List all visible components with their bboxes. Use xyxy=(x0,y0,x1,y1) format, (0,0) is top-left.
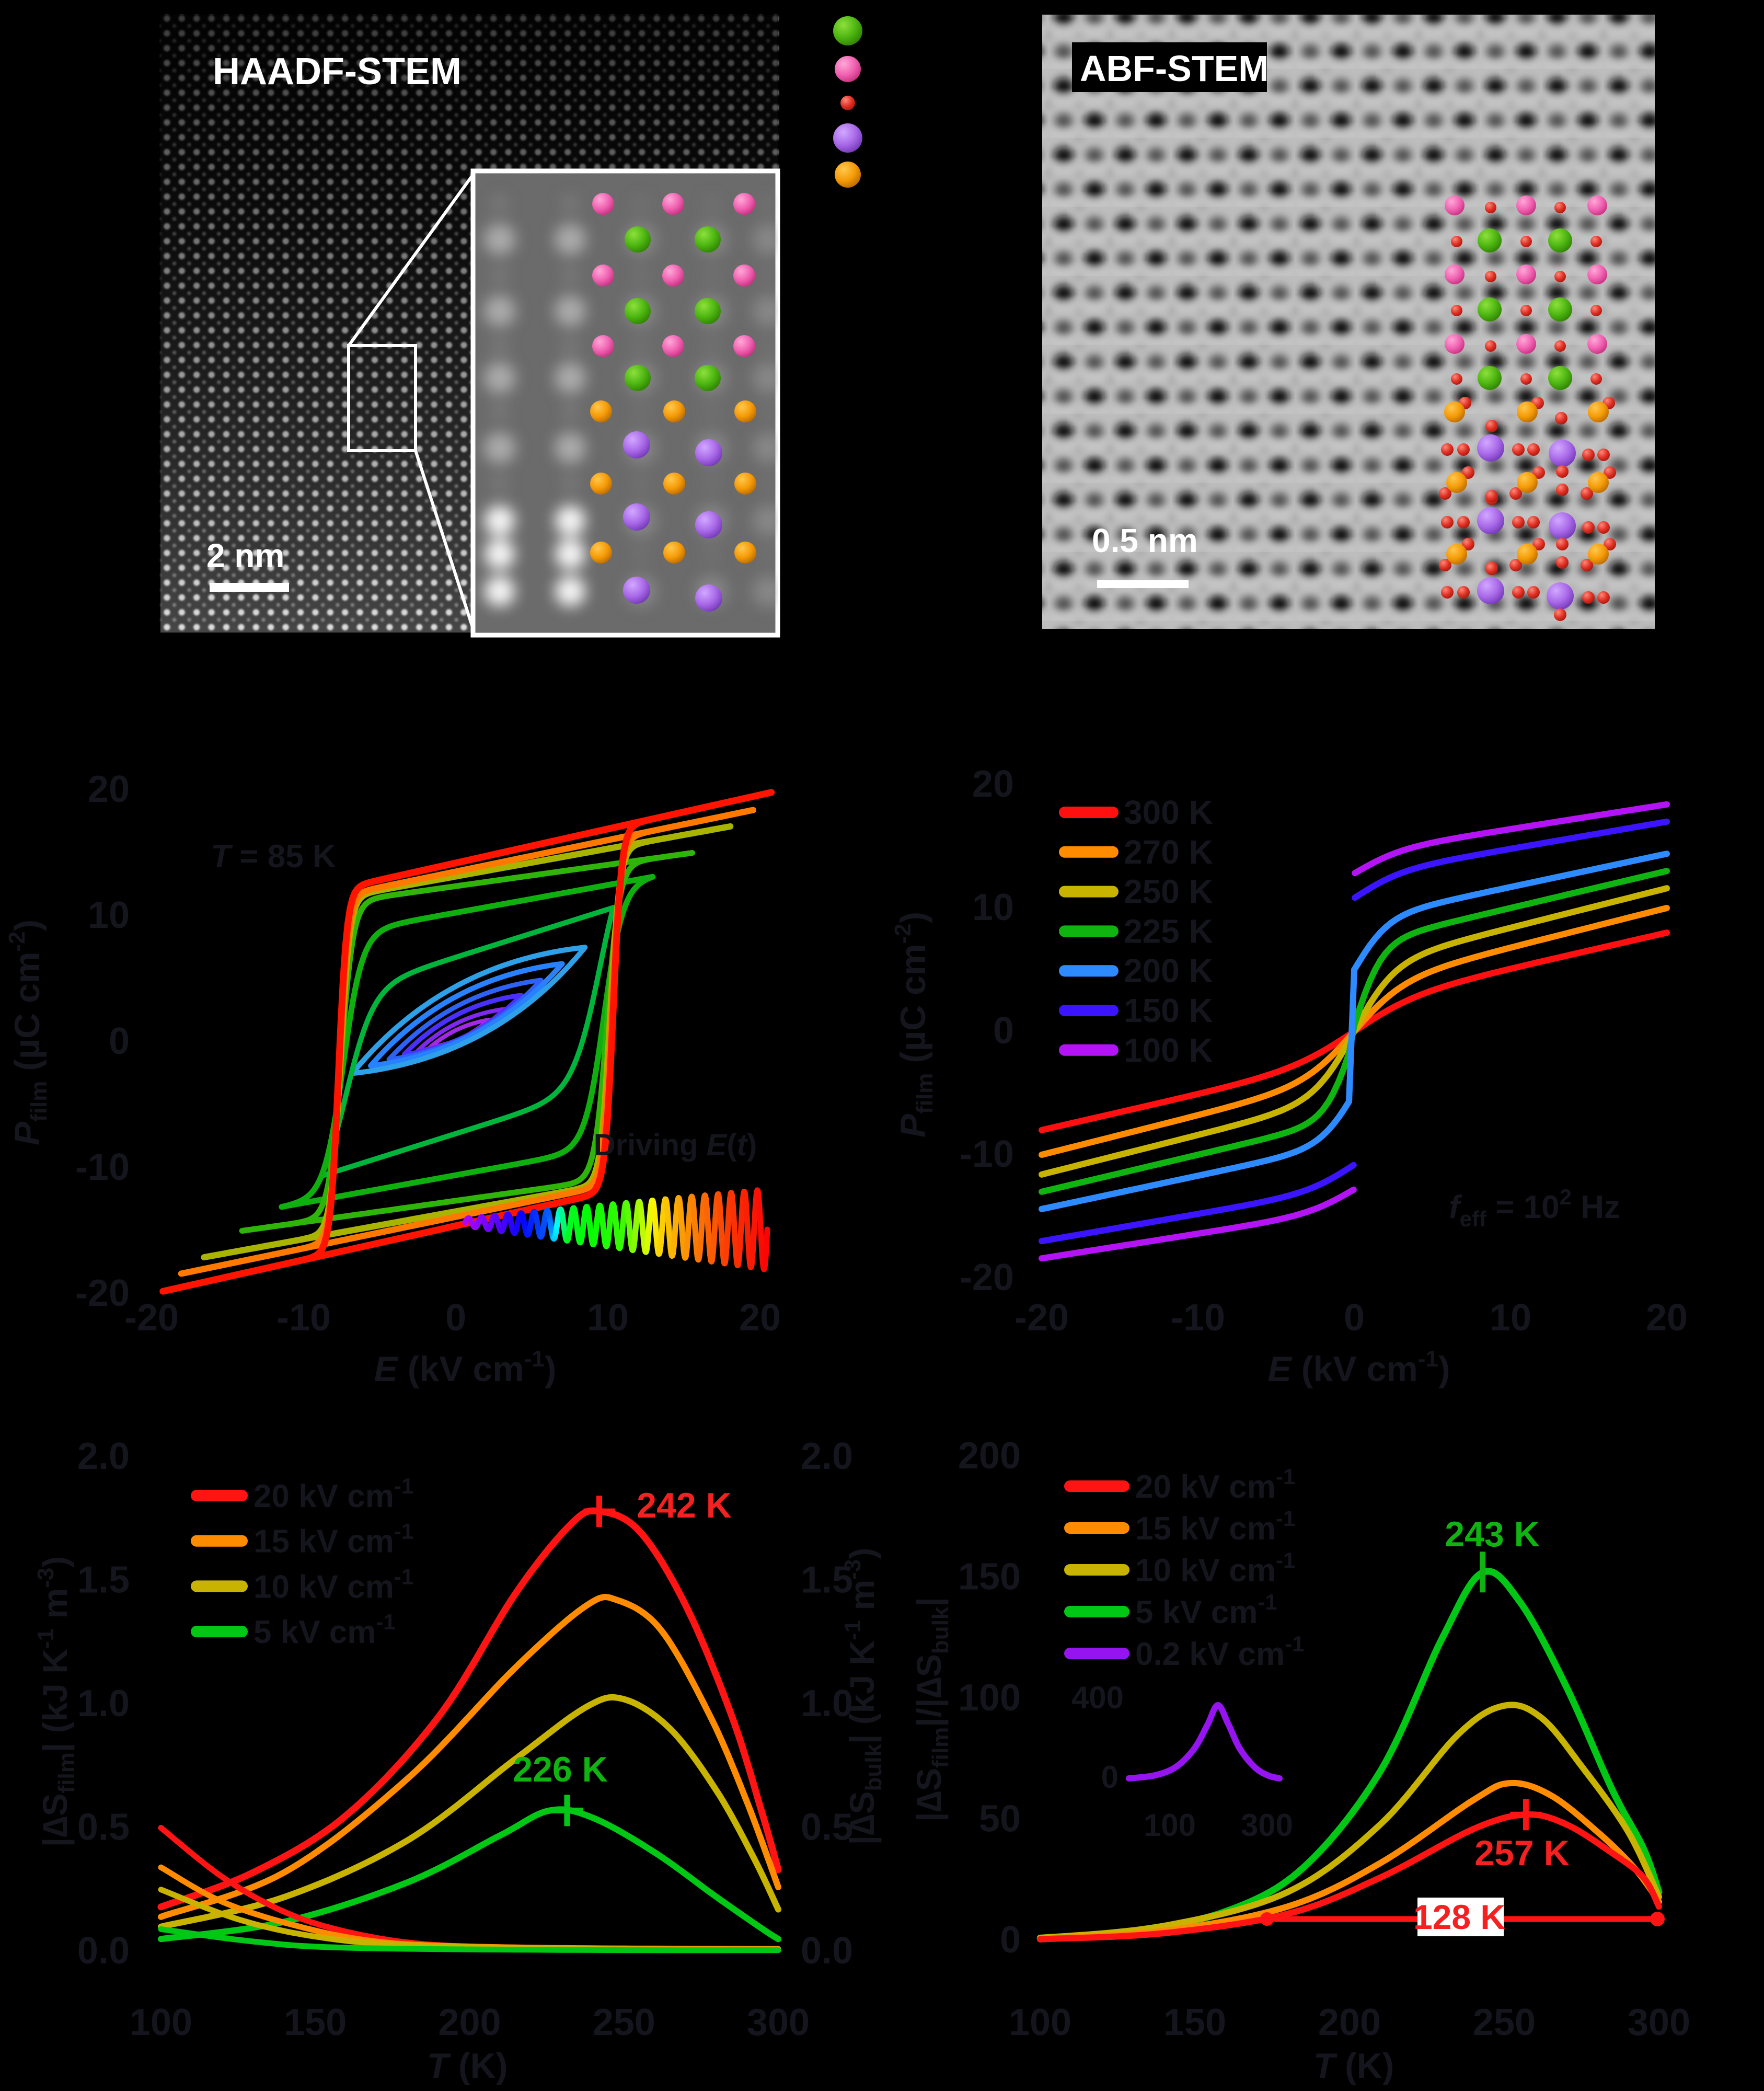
svg-text:243 K: 243 K xyxy=(1445,1514,1539,1554)
svg-text:0: 0 xyxy=(1000,1919,1021,1961)
svg-text:0: 0 xyxy=(1344,1297,1365,1339)
svg-text:0.0: 0.0 xyxy=(801,1930,853,1972)
svg-text:250: 250 xyxy=(1473,2002,1536,2043)
svg-text:-10: -10 xyxy=(960,1133,1014,1175)
svg-text:1.0: 1.0 xyxy=(77,1683,130,1725)
svg-text:-10: -10 xyxy=(276,1297,331,1339)
svg-text:|∆Sfilm|/|∆Sbulk|: |∆Sfilm|/|∆Sbulk| xyxy=(909,1597,953,1822)
svg-text:0.2 kV cm-1: 0.2 kV cm-1 xyxy=(1135,1632,1304,1672)
svg-text:|∆Sfilm| (kJ K-1 m-3): |∆Sfilm| (kJ K-1 m-3) xyxy=(33,1556,79,1847)
svg-text:10 kV cm-1: 10 kV cm-1 xyxy=(1135,1548,1295,1589)
svg-text:5 kV cm-1: 5 kV cm-1 xyxy=(253,1610,396,1650)
svg-text:20 kV cm-1: 20 kV cm-1 xyxy=(253,1474,413,1514)
svg-text:0.5: 0.5 xyxy=(801,1807,853,1848)
svg-text:257 K: 257 K xyxy=(1474,1833,1569,1873)
svg-text:50: 50 xyxy=(979,1798,1021,1840)
svg-text:-20: -20 xyxy=(124,1297,179,1339)
svg-text:150: 150 xyxy=(1163,2002,1226,2043)
svg-text:E (kV cm-1): E (kV cm-1) xyxy=(374,1346,556,1389)
svg-text:|∆Sbulk| (kJ K-1 m-3): |∆Sbulk| (kJ K-1 m-3) xyxy=(840,1548,886,1845)
svg-text:0: 0 xyxy=(993,1010,1014,1052)
svg-text:10: 10 xyxy=(972,887,1014,928)
svg-text:Driving E(t): Driving E(t) xyxy=(594,1128,757,1162)
svg-text:feff = 102 Hz: feff = 102 Hz xyxy=(1449,1185,1620,1231)
svg-text:225 K: 225 K xyxy=(1124,912,1213,950)
svg-text:-20: -20 xyxy=(75,1272,130,1314)
svg-text:100 K: 100 K xyxy=(1124,1031,1213,1069)
svg-text:128 K: 128 K xyxy=(1413,1898,1505,1936)
svg-text:15 kV cm-1: 15 kV cm-1 xyxy=(1135,1506,1295,1547)
svg-text:2 nm: 2 nm xyxy=(206,537,284,575)
svg-text:0: 0 xyxy=(1101,1760,1119,1795)
svg-text:2.0: 2.0 xyxy=(77,1435,130,1477)
svg-text:-20: -20 xyxy=(1014,1297,1069,1339)
svg-text:226 K: 226 K xyxy=(513,1750,607,1789)
svg-text:-10: -10 xyxy=(1171,1297,1225,1339)
svg-text:200: 200 xyxy=(958,1435,1021,1477)
svg-text:10: 10 xyxy=(1490,1297,1531,1339)
svg-text:100: 100 xyxy=(1009,2002,1071,2043)
svg-text:100: 100 xyxy=(958,1677,1021,1719)
svg-text:200 K: 200 K xyxy=(1124,952,1213,990)
svg-text:1.0: 1.0 xyxy=(801,1683,853,1725)
svg-text:150: 150 xyxy=(284,2002,347,2043)
svg-text:100: 100 xyxy=(130,2002,192,2043)
svg-text:1.5: 1.5 xyxy=(77,1559,130,1601)
svg-text:0.5: 0.5 xyxy=(77,1807,130,1848)
svg-text:ABF-STEM: ABF-STEM xyxy=(1080,48,1269,89)
svg-text:15 kV cm-1: 15 kV cm-1 xyxy=(253,1519,413,1560)
svg-text:250 K: 250 K xyxy=(1124,873,1213,911)
svg-text:100: 100 xyxy=(1144,1808,1196,1843)
svg-text:20 kV cm-1: 20 kV cm-1 xyxy=(1135,1464,1295,1505)
svg-text:400: 400 xyxy=(1071,1680,1124,1715)
svg-text:242 K: 242 K xyxy=(637,1486,731,1525)
svg-text:250: 250 xyxy=(593,2002,655,2043)
svg-text:0.0: 0.0 xyxy=(77,1930,130,1972)
svg-text:Pfilm (µC cm-2): Pfilm (µC cm-2) xyxy=(890,912,938,1138)
svg-text:20: 20 xyxy=(1646,1297,1688,1339)
svg-text:200: 200 xyxy=(438,2002,501,2043)
svg-text:E (kV cm-1): E (kV cm-1) xyxy=(1267,1346,1450,1389)
svg-text:T = 85 K: T = 85 K xyxy=(211,838,336,875)
svg-text:200: 200 xyxy=(1318,2002,1381,2043)
svg-text:2.0: 2.0 xyxy=(801,1435,853,1477)
svg-text:0: 0 xyxy=(445,1297,466,1339)
svg-text:-20: -20 xyxy=(960,1257,1014,1299)
svg-text:300: 300 xyxy=(1628,2002,1690,2043)
svg-text:270 K: 270 K xyxy=(1124,833,1213,871)
svg-text:Pfilm (µC cm-2): Pfilm (µC cm-2) xyxy=(4,920,52,1145)
svg-text:HAADF-STEM: HAADF-STEM xyxy=(213,51,462,93)
svg-text:-10: -10 xyxy=(75,1146,130,1188)
svg-text:300: 300 xyxy=(1241,1808,1293,1843)
svg-text:10: 10 xyxy=(587,1297,629,1339)
svg-text:20: 20 xyxy=(88,768,130,810)
svg-text:1.5: 1.5 xyxy=(801,1559,853,1601)
svg-text:300: 300 xyxy=(747,2002,810,2043)
svg-text:150 K: 150 K xyxy=(1124,992,1213,1029)
svg-text:150: 150 xyxy=(958,1556,1021,1598)
svg-text:T (K): T (K) xyxy=(427,2046,508,2086)
svg-text:0.5 nm: 0.5 nm xyxy=(1092,522,1198,559)
svg-text:300 K: 300 K xyxy=(1124,794,1213,831)
svg-text:0: 0 xyxy=(109,1020,130,1062)
svg-text:T (K): T (K) xyxy=(1313,2046,1394,2086)
svg-text:20: 20 xyxy=(739,1297,781,1339)
svg-text:10 kV cm-1: 10 kV cm-1 xyxy=(253,1564,413,1605)
svg-text:5 kV cm-1: 5 kV cm-1 xyxy=(1135,1590,1277,1630)
svg-text:10: 10 xyxy=(88,894,130,936)
svg-text:20: 20 xyxy=(972,763,1014,805)
